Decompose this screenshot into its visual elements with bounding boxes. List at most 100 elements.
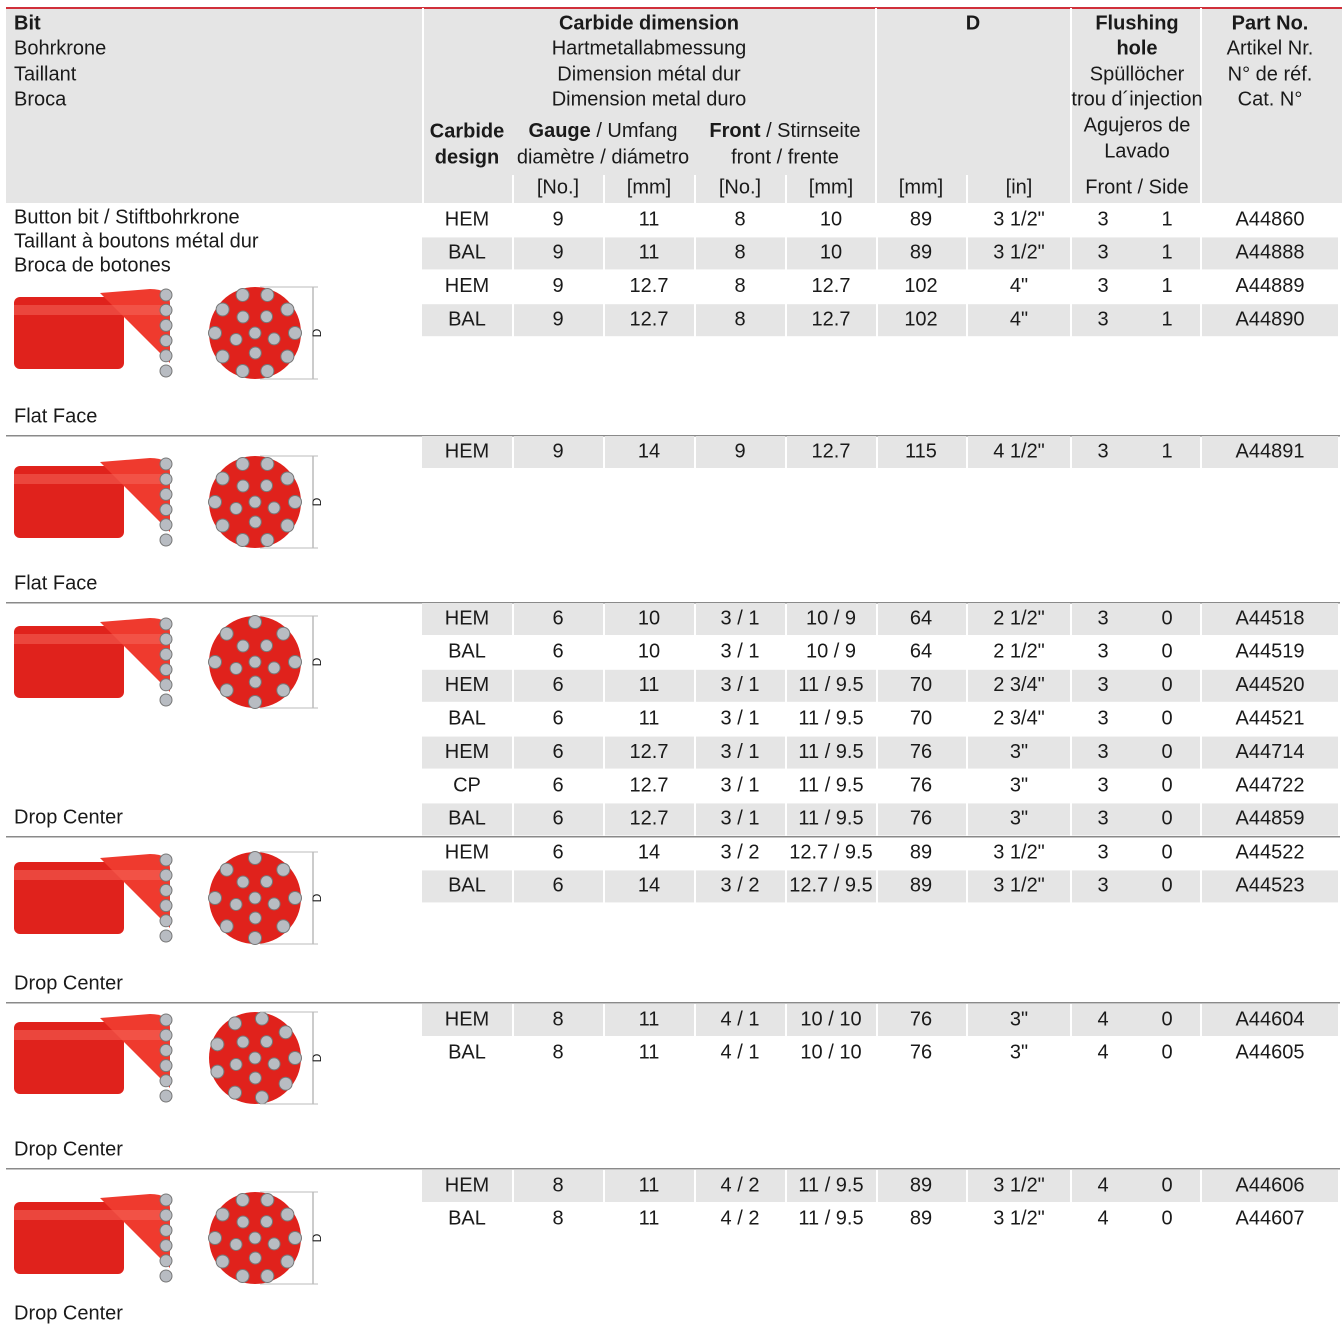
table-cell: BAL — [448, 308, 486, 330]
table-cell: 3 — [1097, 208, 1108, 230]
bit-button — [159, 1239, 173, 1253]
bit-button — [159, 472, 173, 486]
bit-gauge-button — [215, 471, 230, 486]
table-cell: 4 / 1 — [721, 1042, 760, 1064]
bit-front-button — [248, 1251, 262, 1265]
bit-button — [159, 1208, 173, 1222]
bit-button — [159, 349, 173, 363]
header-unit: Front / Side — [1085, 176, 1188, 198]
bit-highlight — [14, 305, 164, 315]
table-cell: A44890 — [1236, 308, 1305, 330]
row-shade — [1072, 436, 1200, 468]
table-cell: 11 / 9.5 — [798, 774, 863, 796]
bit-front-button — [260, 1215, 274, 1229]
header-separator — [512, 175, 514, 203]
header-separator — [1070, 8, 1072, 203]
bit-center-button — [248, 891, 262, 905]
bit-front-button — [229, 332, 243, 346]
bit-description: Broca de botones — [14, 254, 171, 276]
bit-gauge-button — [208, 1231, 222, 1245]
bit-front-button — [260, 639, 274, 653]
table-cell: A44860 — [1236, 208, 1305, 230]
header-unit: [mm] — [627, 176, 671, 198]
bit-gauge-button — [280, 1207, 295, 1222]
bit-button — [159, 1028, 173, 1042]
bit-button — [159, 487, 173, 501]
row-shade — [968, 304, 1070, 337]
table-cell: A44518 — [1236, 607, 1305, 629]
row-shade — [696, 304, 785, 337]
table-cell: 12.7 — [812, 275, 851, 297]
table-cell: A44606 — [1236, 1174, 1305, 1196]
table-cell: 11 — [639, 1008, 660, 1030]
bit-gauge-button — [278, 1076, 293, 1091]
table-cell: 8 — [552, 1008, 563, 1030]
table-cell: 0 — [1161, 1208, 1172, 1230]
row-shade — [1202, 736, 1338, 769]
row-shade — [514, 803, 603, 836]
table-cell: 11 / 9.5 — [798, 808, 863, 830]
bit-button — [159, 647, 173, 661]
table-cell: 4 — [1097, 1208, 1108, 1230]
bit-gauge-button — [208, 891, 222, 905]
table-cell: 0 — [1161, 841, 1172, 863]
bit-gauge-button — [228, 1085, 242, 1100]
table-cell: 3 — [1097, 741, 1108, 763]
table-cell: 11 / 9.5 — [798, 741, 863, 763]
row-shade — [878, 669, 966, 702]
group-separator — [6, 602, 1340, 604]
bit-gauge-button — [288, 495, 302, 509]
header-front: Front / Stirnseite — [709, 120, 860, 142]
header-separator — [1200, 8, 1202, 203]
table-cell: A44605 — [1236, 1042, 1305, 1064]
table-cell: 1 — [1161, 275, 1172, 297]
row-shade — [1202, 1170, 1338, 1202]
row-shade — [605, 237, 694, 270]
table-cell: BAL — [448, 1208, 486, 1230]
table-cell: HEM — [445, 741, 489, 763]
bit-gauge-button — [288, 326, 302, 340]
table-cell: 0 — [1161, 674, 1172, 696]
table-cell: 6 — [552, 808, 563, 830]
bit-gauge-button — [260, 364, 275, 379]
table-cell: A44714 — [1236, 741, 1305, 763]
header-unit: [No.] — [537, 176, 579, 198]
bit-gauge-button — [219, 683, 234, 698]
table-cell: 8 — [552, 1042, 563, 1064]
table-cell: 11 — [639, 1174, 660, 1196]
row-shade — [422, 603, 512, 635]
header-carbide-dimension: Dimension métal dur — [557, 63, 741, 85]
bit-center-button — [248, 1231, 262, 1245]
row-shade — [787, 1170, 876, 1202]
table-cell: 3" — [1010, 1042, 1028, 1064]
row-shade — [1072, 736, 1200, 769]
row-shade — [422, 1170, 512, 1202]
bit-gauge-button — [288, 1051, 302, 1065]
table-cell: 8 — [552, 1208, 563, 1230]
bit-gauge-button — [248, 695, 262, 709]
table-cell: 9 — [552, 308, 563, 330]
group-separator — [6, 435, 1340, 437]
row-shade — [1072, 803, 1200, 836]
table-cell: A44604 — [1236, 1008, 1305, 1030]
bit-front-button — [260, 1035, 274, 1049]
row-shade — [968, 436, 1070, 468]
bit-description: Taillant à boutons métal dur — [14, 230, 259, 252]
bit-gauge-button — [235, 1192, 250, 1207]
dimension-label: D — [310, 657, 324, 666]
row-shade — [878, 803, 966, 836]
bit-button — [159, 868, 173, 882]
table-cell: 76 — [910, 741, 932, 763]
bit-gauge-button — [219, 862, 234, 877]
row-shade — [968, 237, 1070, 270]
table-cell: 3 / 1 — [721, 674, 760, 696]
bit-gauge-button — [260, 287, 275, 302]
header-separator — [785, 175, 787, 203]
row-shade — [514, 603, 603, 635]
bit-gauge-button — [215, 349, 230, 364]
row-shade — [514, 304, 603, 337]
bit-gauge-button — [219, 626, 234, 641]
bit-gauge-button — [280, 349, 295, 364]
header-gauge-part: Gauge — [529, 120, 591, 142]
bit-button — [159, 533, 173, 547]
